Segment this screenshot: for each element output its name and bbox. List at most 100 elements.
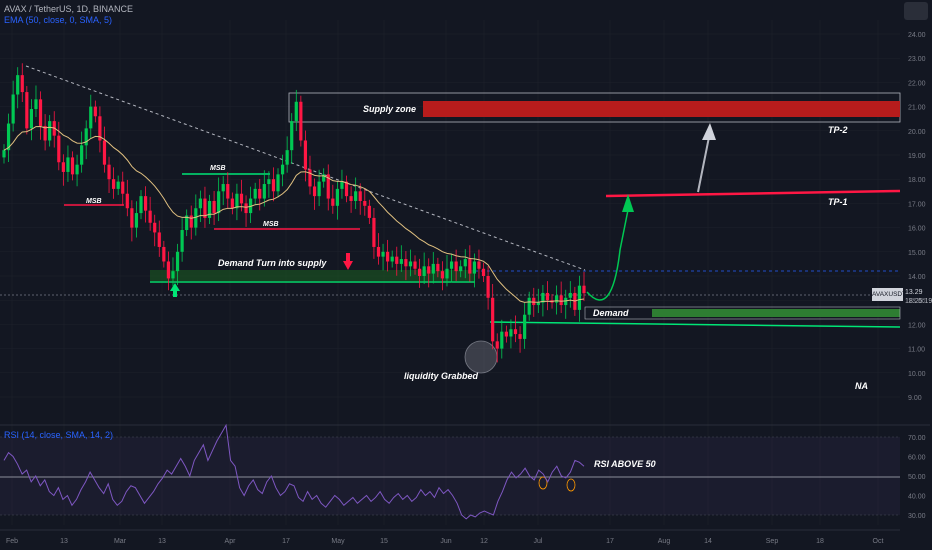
price-tick-label: 18.00 bbox=[908, 177, 926, 184]
candle-body bbox=[367, 205, 371, 218]
candle-body bbox=[207, 200, 212, 218]
candle-body bbox=[513, 329, 518, 335]
rsi-tick-label: 60.00 bbox=[908, 455, 926, 462]
candle-body bbox=[43, 125, 47, 141]
ema-legend[interactable]: EMA (50, close, 0, SMA, 5) bbox=[4, 15, 113, 25]
candle-body bbox=[239, 193, 244, 204]
time-tick-label: 17 bbox=[282, 538, 290, 545]
symbol-legend[interactable]: AVAX / TetherUS, 1D, BINANCE bbox=[4, 4, 134, 14]
price-tick-label: 12.00 bbox=[908, 322, 926, 329]
candle-body bbox=[112, 179, 116, 189]
time-tick-label: Sep bbox=[766, 538, 779, 545]
demand-line-green bbox=[489, 321, 901, 328]
candle-body bbox=[472, 261, 476, 274]
candle-body bbox=[93, 106, 97, 117]
candle-body bbox=[331, 198, 335, 206]
rsi-panel bbox=[0, 424, 930, 516]
candle-body bbox=[335, 188, 339, 206]
candle-body bbox=[536, 302, 540, 306]
candle-body bbox=[25, 92, 29, 129]
candle-body bbox=[285, 150, 289, 165]
candle-body bbox=[80, 145, 84, 165]
candle-body bbox=[271, 179, 276, 192]
candle-body bbox=[545, 292, 550, 301]
candle-body bbox=[518, 334, 522, 339]
rsi-line-group bbox=[3, 423, 585, 520]
candle-body bbox=[404, 259, 408, 267]
candle-body bbox=[386, 251, 390, 262]
candle-body bbox=[413, 261, 417, 269]
candle-body bbox=[390, 256, 394, 262]
time-tick-label: Jul bbox=[534, 538, 543, 545]
rsi-tick-label: 70.00 bbox=[908, 435, 926, 442]
rsi-legend[interactable]: RSI (14, close, SMA, 14, 2) bbox=[4, 430, 114, 440]
candle-body bbox=[312, 186, 317, 197]
rsi-circle-1 bbox=[538, 476, 548, 490]
time-tick-label: 15 bbox=[380, 538, 388, 545]
candle-body bbox=[554, 295, 559, 303]
liquidity-circle bbox=[464, 340, 498, 374]
candle-body bbox=[486, 276, 490, 298]
chart-settings-button[interactable] bbox=[904, 2, 928, 20]
demand-label: Demand bbox=[593, 308, 629, 318]
candle-body bbox=[157, 232, 161, 247]
candle-body bbox=[217, 191, 221, 214]
ema-line bbox=[3, 126, 585, 303]
symbol-price-tag: AVAXUSDT bbox=[872, 288, 906, 301]
candle-body bbox=[436, 263, 440, 272]
candle-body bbox=[235, 193, 239, 209]
msb-label-1: MSB bbox=[86, 198, 102, 205]
candle-body bbox=[422, 266, 426, 276]
candle-body bbox=[6, 123, 11, 151]
candle-body bbox=[130, 208, 134, 228]
chart-zones bbox=[150, 92, 901, 320]
candle-body bbox=[162, 246, 166, 262]
candle-body bbox=[244, 203, 248, 214]
demand-zone-fill bbox=[652, 309, 900, 317]
up-arrow-green-stem bbox=[173, 291, 177, 297]
candle-body bbox=[395, 256, 399, 264]
candle-body bbox=[139, 196, 143, 214]
time-tick-label: 13 bbox=[60, 538, 68, 545]
msb-label-3: MSB bbox=[263, 221, 279, 228]
time-tick-label: Jun bbox=[440, 538, 451, 545]
candle-body bbox=[372, 217, 376, 247]
down-arrow-red-stem bbox=[346, 253, 350, 261]
candle-body bbox=[559, 295, 563, 306]
candle-body bbox=[349, 196, 353, 201]
candle-body bbox=[20, 75, 24, 93]
time-tick-label: Oct bbox=[873, 538, 884, 545]
rsi-tick-label: 50.00 bbox=[908, 474, 926, 481]
rsi-tick-label: 40.00 bbox=[908, 494, 926, 501]
projection-tp2 bbox=[697, 136, 710, 193]
rsi-line bbox=[3, 423, 585, 520]
candle-body bbox=[66, 157, 70, 172]
candle-body bbox=[564, 297, 568, 306]
tp1-line bbox=[605, 189, 901, 198]
candle-body bbox=[29, 109, 34, 129]
candle-body bbox=[38, 99, 43, 126]
time-tick-label: Mar bbox=[114, 538, 127, 545]
time-tick-label: Feb bbox=[6, 538, 18, 545]
candle-body bbox=[48, 121, 52, 141]
down-arrow-red bbox=[343, 261, 353, 270]
price-tick-label: 22.00 bbox=[908, 80, 926, 87]
candle-body bbox=[294, 101, 298, 122]
candle-body bbox=[454, 261, 458, 272]
rsi-tick-label: 30.00 bbox=[908, 513, 926, 520]
time-tick-label: 13 bbox=[158, 538, 166, 545]
price-tick-label: 21.00 bbox=[908, 105, 926, 112]
candle-body bbox=[463, 259, 467, 267]
rsi-note-label: RSI ABOVE 50 bbox=[594, 459, 656, 469]
liquidity-label: liquidity Grabbed bbox=[404, 371, 479, 381]
candle-body bbox=[495, 341, 499, 349]
price-tick-label: 24.00 bbox=[908, 32, 926, 39]
candle-body bbox=[468, 259, 472, 274]
candle-body bbox=[153, 222, 157, 233]
candle-body bbox=[171, 271, 175, 279]
price-tick-label: 9.00 bbox=[908, 395, 922, 402]
candle-body bbox=[194, 208, 198, 228]
candle-body bbox=[276, 174, 280, 192]
price-tick-label: 10.00 bbox=[908, 371, 926, 378]
